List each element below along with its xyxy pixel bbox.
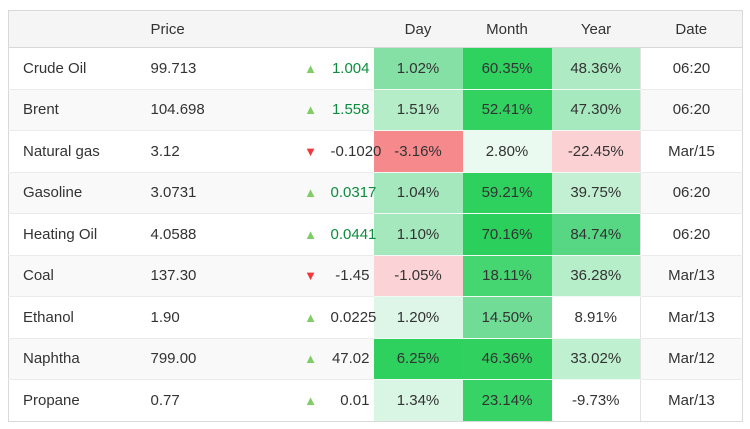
day-change-cell: 1.04%: [373, 172, 463, 214]
month-change-cell: 52.41%: [462, 89, 552, 131]
down-arrow-icon: ▼: [304, 143, 317, 159]
up-arrow-icon: ▲: [304, 185, 317, 201]
price-value: 104.698: [142, 89, 291, 131]
change-value: 0.01: [330, 379, 374, 422]
day-change-cell: 1.34%: [373, 379, 463, 422]
table-row: Heating Oil 4.0588 ▲ 0.0441 1.10% 70.16%…: [8, 213, 743, 256]
commodity-name[interactable]: Propane: [8, 379, 143, 422]
day-change-cell: 1.20%: [373, 296, 463, 339]
date-cell: Mar/12: [640, 338, 743, 380]
date-cell: Mar/13: [640, 255, 743, 297]
date-cell: 06:20: [640, 89, 743, 131]
table-row: Natural gas 3.12 ▼ -0.1020 -3.16% 2.80% …: [8, 130, 743, 173]
commodity-name[interactable]: Brent: [8, 89, 143, 131]
up-arrow-icon: ▲: [304, 226, 317, 242]
date-cell: 06:20: [640, 47, 743, 90]
day-change-cell: 1.10%: [373, 213, 463, 256]
up-arrow-icon: ▲: [304, 102, 317, 118]
table-row: Gasoline 3.0731 ▲ 0.0317 1.04% 59.21% 39…: [8, 172, 743, 214]
month-change-cell: 23.14%: [462, 379, 552, 422]
table-body: Crude Oil 99.713 ▲ 1.004 1.02% 60.35% 48…: [8, 47, 743, 422]
commodities-table: Price Day Month Year Date Crude Oil 99.7…: [8, 10, 743, 422]
commodity-name[interactable]: Naphtha: [8, 338, 143, 380]
year-change-cell: -9.73%: [551, 379, 641, 422]
up-arrow-icon: ▲: [304, 60, 317, 76]
commodity-name[interactable]: Ethanol: [8, 296, 143, 339]
day-change-cell: -1.05%: [373, 255, 463, 297]
date-cell: Mar/15: [640, 130, 743, 173]
year-change-cell: 8.91%: [551, 296, 641, 339]
year-change-cell: 39.75%: [551, 172, 641, 214]
change-value: -0.1020: [330, 130, 381, 173]
year-change-cell: 84.74%: [551, 213, 641, 256]
year-change-cell: -22.45%: [551, 130, 641, 173]
date-cell: Mar/13: [640, 379, 743, 422]
month-change-cell: 60.35%: [462, 47, 552, 90]
day-change-cell: 6.25%: [373, 338, 463, 380]
year-change-cell: 36.28%: [551, 255, 641, 297]
year-change-cell: 47.30%: [551, 89, 641, 131]
price-value: 3.0731: [142, 172, 291, 214]
change-value: 1.004: [330, 47, 374, 90]
table-row: Propane 0.77 ▲ 0.01 1.34% 23.14% -9.73% …: [8, 379, 743, 422]
day-change-cell: 1.02%: [373, 47, 463, 90]
change-value: 1.558: [330, 89, 374, 131]
date-cell: 06:20: [640, 172, 743, 214]
commodity-name[interactable]: Crude Oil: [8, 47, 143, 90]
month-change-cell: 2.80%: [462, 130, 552, 173]
year-change-cell: 33.02%: [551, 338, 641, 380]
header-arrow-spacer: [290, 10, 331, 48]
commodities-table-widget: Price Day Month Year Date Crude Oil 99.7…: [8, 10, 743, 422]
change-value: 0.0225: [330, 296, 376, 339]
change-value: 0.0441: [330, 213, 376, 256]
day-change-cell: -3.16%: [373, 130, 463, 173]
date-cell: 06:20: [640, 213, 743, 256]
date-cell: Mar/13: [640, 296, 743, 339]
price-value: 0.77: [142, 379, 291, 422]
change-value: 0.0317: [330, 172, 376, 214]
month-change-cell: 46.36%: [462, 338, 552, 380]
price-value: 99.713: [142, 47, 291, 90]
year-change-cell: 48.36%: [551, 47, 641, 90]
up-arrow-icon: ▲: [304, 309, 317, 325]
price-value: 137.30: [142, 255, 291, 297]
price-value: 799.00: [142, 338, 291, 380]
day-change-cell: 1.51%: [373, 89, 463, 131]
commodity-name[interactable]: Heating Oil: [8, 213, 143, 256]
up-arrow-icon: ▲: [304, 392, 317, 408]
price-value: 4.0588: [142, 213, 291, 256]
header-change-spacer: [330, 10, 374, 48]
table-header: Price Day Month Year Date: [8, 10, 743, 48]
table-row: Brent 104.698 ▲ 1.558 1.51% 52.41% 47.30…: [8, 89, 743, 131]
table-row: Naphtha 799.00 ▲ 47.02 6.25% 46.36% 33.0…: [8, 338, 743, 380]
price-value: 3.12: [142, 130, 291, 173]
commodity-name[interactable]: Gasoline: [8, 172, 143, 214]
month-change-cell: 18.11%: [462, 255, 552, 297]
table-row: Ethanol 1.90 ▲ 0.0225 1.20% 14.50% 8.91%…: [8, 296, 743, 339]
header-date: Date: [640, 10, 743, 48]
header-price: Price: [142, 10, 291, 48]
up-arrow-icon: ▲: [304, 351, 317, 367]
price-value: 1.90: [142, 296, 291, 339]
month-change-cell: 70.16%: [462, 213, 552, 256]
header-year: Year: [551, 10, 641, 48]
table-row: Crude Oil 99.713 ▲ 1.004 1.02% 60.35% 48…: [8, 47, 743, 90]
header-name: [8, 10, 143, 48]
commodity-name[interactable]: Coal: [8, 255, 143, 297]
header-month: Month: [462, 10, 552, 48]
commodity-name[interactable]: Natural gas: [8, 130, 143, 173]
month-change-cell: 59.21%: [462, 172, 552, 214]
header-day: Day: [373, 10, 463, 48]
month-change-cell: 14.50%: [462, 296, 552, 339]
down-arrow-icon: ▼: [304, 268, 317, 284]
change-value: 47.02: [330, 338, 374, 380]
table-row: Coal 137.30 ▼ -1.45 -1.05% 18.11% 36.28%…: [8, 255, 743, 297]
change-value: -1.45: [330, 255, 374, 297]
